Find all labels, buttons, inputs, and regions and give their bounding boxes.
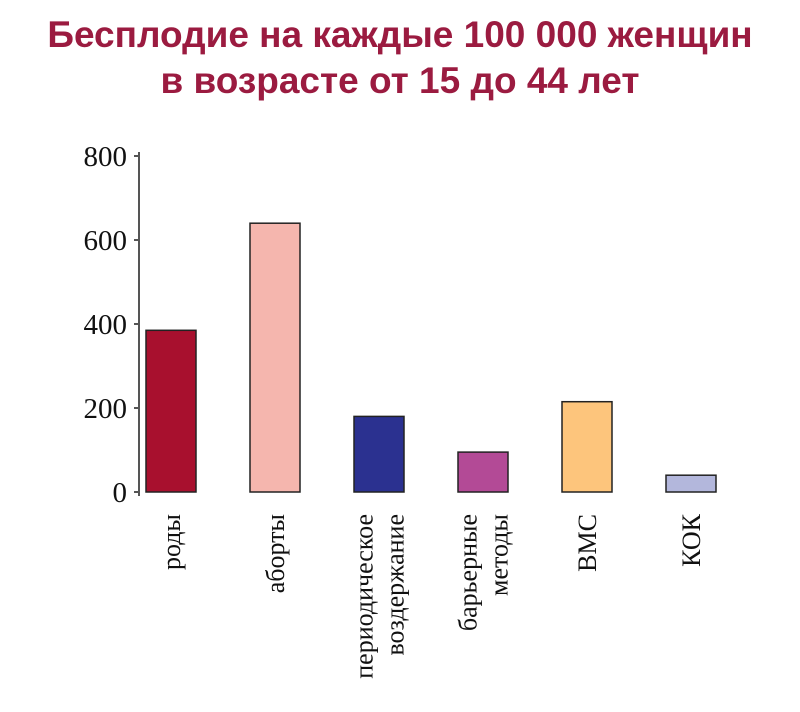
bar [353, 415, 405, 493]
y-axis: 0 200 400 600 800 [84, 141, 140, 509]
category-label: периодическое [350, 514, 379, 679]
bar [145, 329, 197, 493]
y-tick-label: 400 [84, 309, 128, 341]
category-label: ВМС [573, 514, 602, 572]
bar [665, 474, 717, 493]
bar [561, 400, 613, 493]
y-tick-label: 600 [84, 225, 128, 257]
chart-title-line-1: Бесплодие на каждые 100 000 женщин [47, 14, 753, 55]
category-label: аборты [261, 514, 290, 593]
y-tick-label: 800 [84, 141, 128, 173]
y-tick-label: 200 [84, 393, 128, 425]
category-labels: роды аборты периодическое воздержание барьер… [157, 513, 706, 678]
bar [457, 451, 509, 493]
category-label: роды [157, 514, 186, 570]
bars [145, 222, 717, 493]
category-label: воздержание [381, 514, 410, 656]
chart-title: Бесплодие на каждые 100 000 женщин в воз… [0, 12, 800, 104]
chart-title-line-2: в возрасте от 15 до 44 лет [160, 60, 640, 101]
bar [249, 222, 301, 493]
category-label: КОК [677, 513, 706, 566]
category-label: методы [485, 514, 514, 596]
y-tick-label: 0 [113, 477, 128, 509]
category-label: барьерные [454, 514, 483, 631]
